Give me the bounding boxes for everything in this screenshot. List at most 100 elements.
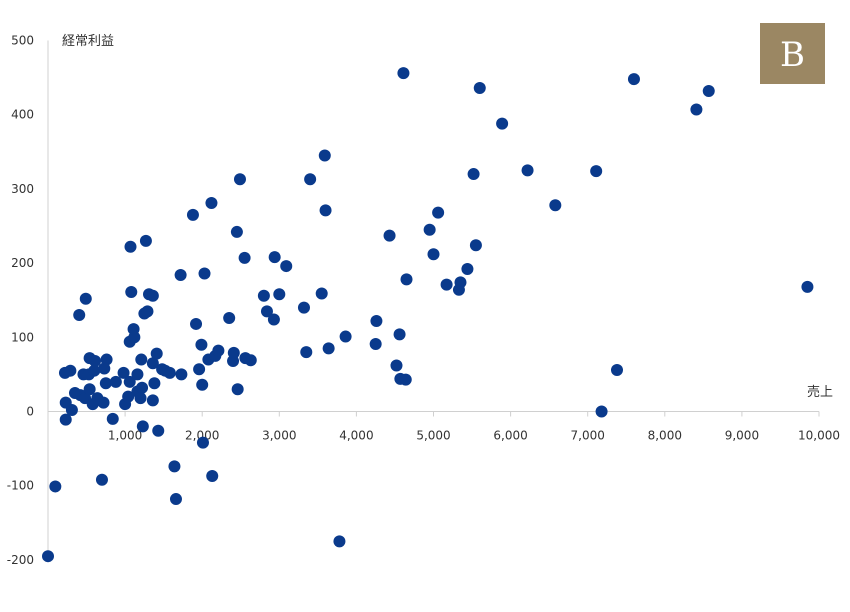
data-point	[260, 305, 273, 318]
data-point	[139, 234, 152, 247]
data-point	[123, 375, 136, 388]
data-point	[549, 199, 562, 212]
data-point	[590, 165, 603, 178]
data-point	[190, 317, 203, 330]
data-point	[473, 81, 486, 94]
data-point	[196, 378, 209, 391]
data-point	[131, 368, 144, 381]
data-point	[690, 103, 703, 116]
data-point	[427, 248, 440, 261]
data-point	[268, 251, 281, 264]
data-point	[370, 314, 383, 327]
data-point	[273, 288, 286, 301]
data-point	[238, 251, 251, 264]
x-tick-label: 10,000	[798, 429, 840, 443]
data-point	[198, 267, 211, 280]
data-point	[390, 359, 403, 372]
y-tick-label: 400	[11, 108, 34, 122]
data-point	[319, 204, 332, 217]
data-point	[454, 276, 467, 289]
data-point	[99, 377, 112, 390]
data-point	[469, 239, 482, 252]
data-point	[64, 364, 77, 377]
data-point	[196, 436, 209, 449]
data-point	[231, 383, 244, 396]
data-point	[280, 260, 293, 273]
data-point	[230, 225, 243, 238]
data-point	[195, 338, 208, 351]
data-point	[521, 164, 534, 177]
x-tick-label: 1,000	[108, 429, 142, 443]
data-point	[432, 206, 445, 219]
x-axis-title: 売上	[807, 384, 833, 400]
data-point	[65, 404, 78, 417]
data-point	[400, 273, 413, 286]
data-point	[193, 363, 206, 376]
data-point	[467, 168, 480, 181]
data-point	[339, 330, 352, 343]
data-point	[397, 67, 410, 80]
data-points	[42, 67, 814, 563]
data-point	[134, 392, 147, 405]
data-point	[106, 412, 119, 425]
badge: B	[760, 23, 825, 84]
data-point	[125, 286, 138, 299]
data-point	[135, 353, 148, 366]
x-tick-label: 3,000	[262, 429, 296, 443]
data-point	[97, 396, 110, 409]
y-tick-label: 0	[26, 405, 34, 419]
data-point	[42, 550, 54, 563]
data-point	[148, 377, 161, 390]
data-point	[136, 420, 149, 433]
data-point	[257, 289, 270, 302]
data-point	[223, 312, 236, 325]
data-point	[702, 84, 715, 97]
x-tick-label: 6,000	[493, 429, 527, 443]
x-tick-label: 8,000	[648, 429, 682, 443]
data-point	[100, 353, 113, 366]
data-point	[146, 394, 159, 407]
data-point	[169, 493, 182, 506]
data-point	[79, 292, 92, 305]
data-point	[136, 381, 149, 394]
data-point	[49, 480, 62, 493]
data-point	[383, 229, 396, 242]
data-point	[801, 280, 814, 293]
data-point	[83, 383, 96, 396]
x-tick-label: 2,000	[185, 429, 219, 443]
data-point	[610, 363, 623, 376]
data-point	[146, 357, 159, 370]
data-point	[318, 149, 331, 162]
data-point	[163, 366, 176, 379]
y-tick-label: 300	[11, 182, 34, 196]
data-point	[150, 347, 163, 360]
data-point	[315, 287, 328, 300]
data-point	[141, 305, 154, 318]
data-point	[122, 390, 135, 403]
y-tick-label: -100	[7, 479, 34, 493]
data-point	[297, 301, 310, 314]
y-tick-label: 500	[11, 34, 34, 48]
data-point	[124, 240, 137, 253]
data-point	[461, 263, 474, 276]
data-point	[369, 337, 382, 350]
data-point	[322, 342, 335, 355]
data-point	[152, 424, 165, 437]
data-point	[88, 364, 101, 377]
data-point	[117, 366, 130, 379]
data-point	[212, 344, 225, 357]
data-point	[89, 355, 102, 368]
data-point	[174, 268, 187, 281]
data-point	[128, 331, 141, 344]
data-point	[73, 309, 86, 322]
data-point	[109, 375, 122, 388]
y-tick-labels: 500 400 300 200 100 0 -100 -200	[7, 34, 34, 567]
data-point	[186, 208, 199, 221]
data-point	[399, 373, 412, 386]
x-tick-label: 4,000	[339, 429, 373, 443]
data-point	[496, 117, 509, 130]
data-point	[304, 173, 317, 186]
data-point	[300, 346, 313, 359]
data-point	[205, 196, 218, 209]
